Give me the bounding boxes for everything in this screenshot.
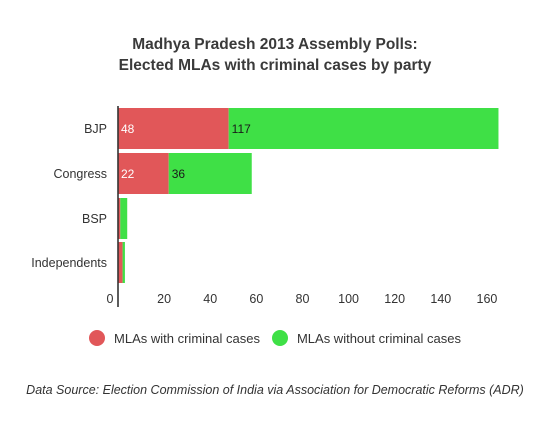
category-label-congress: Congress xyxy=(54,167,108,181)
bar-bsp-series-0 xyxy=(118,198,121,239)
bar-independents-series-0 xyxy=(118,242,123,283)
data-label-bjp-series-1: 117 xyxy=(232,122,251,136)
x-tick-label-40: 40 xyxy=(203,292,217,306)
x-tick-label-60: 60 xyxy=(249,292,263,306)
legend: MLAs with criminal cases MLAs without cr… xyxy=(0,330,550,346)
category-label-bjp: BJP xyxy=(84,122,107,136)
legend-item-non-criminal: MLAs without criminal cases xyxy=(271,330,461,346)
x-tick-label-160: 160 xyxy=(477,292,498,306)
x-tick-label-0: 0 xyxy=(107,292,114,306)
bar-congress-series-1 xyxy=(168,153,252,194)
bar-bjp-series-0 xyxy=(118,108,229,149)
bar-congress-series-0 xyxy=(118,153,169,194)
data-label-bjp-series-0: 48 xyxy=(121,122,135,136)
legend-item-criminal: MLAs with criminal cases xyxy=(89,330,260,346)
chart-title: Madhya Pradesh 2013 Assembly Polls: Elec… xyxy=(0,34,550,76)
data-label-congress-series-0: 22 xyxy=(121,167,135,181)
category-label-independents: Independents xyxy=(31,256,107,270)
x-tick-label-80: 80 xyxy=(296,292,310,306)
category-label-bsp: BSP xyxy=(82,212,107,226)
legend-swatch-criminal xyxy=(89,330,106,346)
chart-subtitle: Elected MLAs with criminal cases by part… xyxy=(118,57,432,74)
data-source: Data Source: Election Commission of Indi… xyxy=(26,383,524,397)
data-label-congress-series-1: 36 xyxy=(172,167,186,181)
chart-title-line1: Madhya Pradesh 2013 Assembly Polls: xyxy=(132,36,418,53)
x-tick-label-100: 100 xyxy=(338,292,359,306)
bar-bjp-series-1 xyxy=(228,108,499,149)
x-tick-label-140: 140 xyxy=(430,292,451,306)
bar-bsp-series-1 xyxy=(120,198,128,239)
legend-label-non-criminal: MLAs without criminal cases xyxy=(296,330,461,346)
legend-label-criminal: MLAs with criminal cases xyxy=(114,330,260,346)
x-tick-label-20: 20 xyxy=(157,292,171,306)
bar-independents-series-1 xyxy=(122,242,125,283)
x-tick-label-120: 120 xyxy=(384,292,405,306)
legend-swatch-non-criminal xyxy=(271,330,288,346)
